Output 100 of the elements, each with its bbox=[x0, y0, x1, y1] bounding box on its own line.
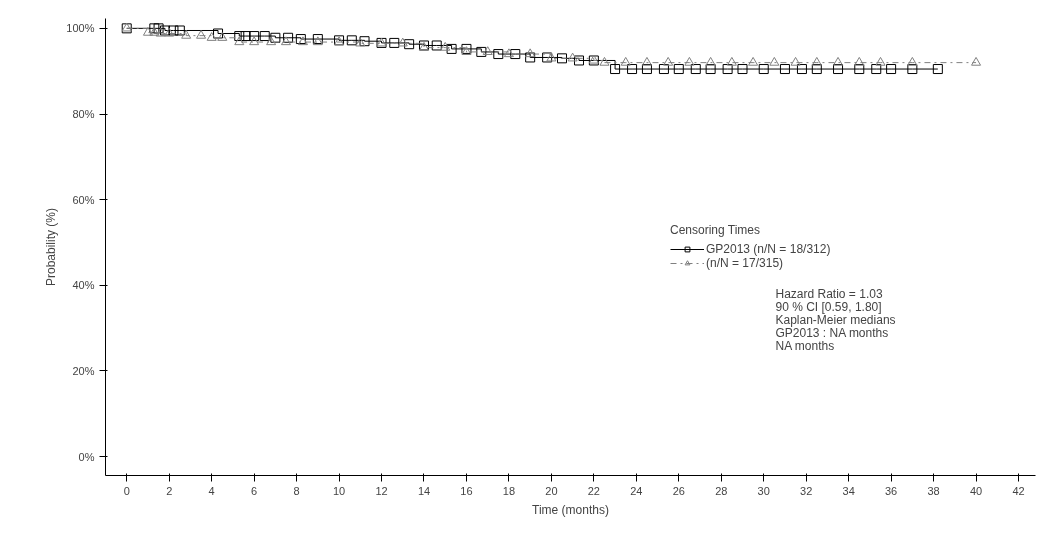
point bbox=[397, 37, 408, 47]
point bbox=[142, 26, 153, 36]
point bbox=[181, 29, 192, 39]
point bbox=[283, 32, 294, 43]
x-tick-label: 0 bbox=[123, 484, 130, 497]
y-tick-label: 40% bbox=[72, 279, 95, 292]
point bbox=[705, 64, 716, 75]
point bbox=[346, 35, 357, 46]
annotation: 90 % CI [0.59, 1.80] bbox=[775, 299, 882, 314]
point bbox=[658, 64, 669, 75]
point bbox=[196, 29, 207, 39]
point bbox=[174, 25, 185, 36]
point bbox=[875, 56, 886, 66]
x-tick-label: 26 bbox=[672, 484, 685, 497]
point bbox=[525, 52, 536, 63]
x-tick-label: 18 bbox=[502, 484, 516, 497]
point bbox=[259, 31, 270, 42]
point bbox=[266, 36, 277, 46]
annotation: Kaplan-Meier medians bbox=[775, 312, 896, 327]
point bbox=[673, 64, 684, 75]
point bbox=[599, 56, 610, 66]
point bbox=[525, 48, 536, 58]
point bbox=[737, 64, 748, 75]
point bbox=[932, 64, 943, 75]
point bbox=[726, 56, 737, 66]
x-tick-label: 24 bbox=[630, 484, 643, 497]
x-tick-label: 20 bbox=[545, 484, 558, 497]
x-tick-label: 34 bbox=[842, 484, 855, 497]
point bbox=[431, 40, 442, 51]
y-tick-label: 100% bbox=[66, 22, 95, 35]
point bbox=[217, 32, 228, 41]
point bbox=[769, 56, 780, 66]
point bbox=[168, 25, 179, 36]
point bbox=[573, 55, 584, 66]
x-tick-label: 4 bbox=[208, 484, 215, 497]
point bbox=[811, 56, 822, 66]
point bbox=[234, 31, 245, 42]
point bbox=[389, 37, 400, 48]
point bbox=[404, 39, 415, 50]
x-tick-label: 42 bbox=[1012, 484, 1025, 497]
point bbox=[811, 64, 822, 75]
point bbox=[610, 64, 621, 75]
point bbox=[833, 56, 844, 66]
x-tick-label: 2 bbox=[166, 484, 173, 497]
x-tick-label: 32 bbox=[800, 484, 813, 497]
point bbox=[355, 37, 366, 47]
x-tick-label: 12 bbox=[375, 484, 388, 497]
point bbox=[779, 64, 790, 75]
point bbox=[240, 31, 251, 42]
x-tick-label: 28 bbox=[715, 484, 728, 497]
point bbox=[159, 25, 170, 36]
point bbox=[234, 36, 245, 46]
point bbox=[440, 41, 451, 51]
point bbox=[510, 49, 521, 60]
x-tick-label: 10 bbox=[332, 484, 346, 497]
point bbox=[620, 56, 631, 66]
x-tick-label: 16 bbox=[460, 484, 473, 497]
point bbox=[476, 46, 487, 57]
point bbox=[971, 56, 982, 66]
point bbox=[641, 64, 652, 75]
point bbox=[280, 36, 291, 46]
annotation: NA months bbox=[775, 338, 835, 353]
point bbox=[886, 64, 897, 75]
point bbox=[213, 28, 224, 39]
x-tick-label: 22 bbox=[587, 484, 600, 497]
point bbox=[153, 23, 164, 34]
point bbox=[155, 27, 166, 37]
x-tick-label: 14 bbox=[417, 484, 431, 497]
x-tick-label: 38 bbox=[927, 484, 940, 497]
point bbox=[446, 43, 457, 54]
y-tick-label: 0% bbox=[78, 450, 95, 463]
y-tick-label: 20% bbox=[72, 364, 95, 377]
point bbox=[249, 31, 260, 42]
point bbox=[833, 64, 844, 75]
legend-label: GP2013 (n/N = 18/312) bbox=[706, 242, 831, 256]
y-tick-label: 60% bbox=[72, 193, 95, 206]
point bbox=[907, 56, 918, 66]
point bbox=[493, 49, 504, 60]
point bbox=[546, 52, 557, 62]
point bbox=[748, 56, 759, 66]
point bbox=[790, 56, 801, 66]
point bbox=[503, 48, 514, 58]
legend-title: Censoring Times bbox=[670, 223, 762, 237]
point bbox=[482, 46, 493, 56]
y-axis-title: Probability (%) bbox=[44, 207, 59, 287]
point bbox=[359, 36, 370, 47]
point bbox=[663, 56, 674, 66]
point bbox=[270, 32, 281, 43]
y-tick-label: 80% bbox=[72, 108, 95, 121]
point bbox=[684, 56, 695, 66]
x-tick-label: 40 bbox=[969, 484, 983, 497]
point bbox=[206, 32, 217, 41]
point bbox=[641, 56, 652, 66]
point bbox=[871, 64, 882, 75]
point bbox=[705, 56, 716, 66]
x-tick-label: 30 bbox=[757, 484, 770, 497]
point bbox=[854, 56, 865, 66]
point bbox=[690, 64, 701, 75]
x-tick-label: 36 bbox=[885, 484, 898, 497]
point bbox=[627, 64, 638, 75]
